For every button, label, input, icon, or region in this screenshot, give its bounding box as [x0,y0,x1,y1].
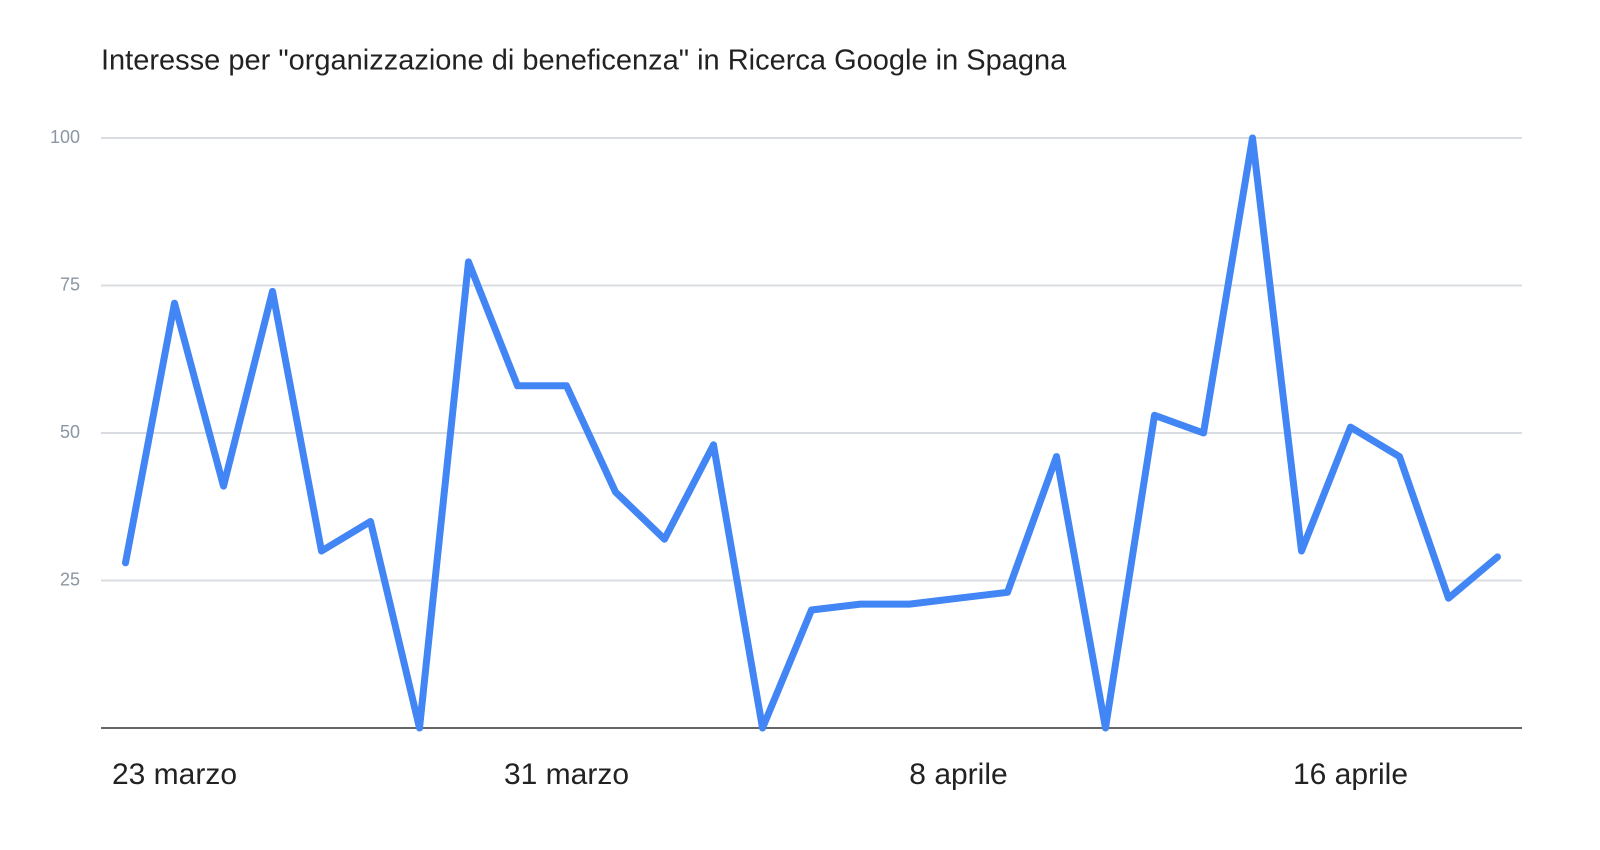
x-tick-label: 23 marzo [112,758,237,791]
y-tick-label: 25 [60,569,80,589]
x-tick-label: 16 aprile [1293,758,1408,791]
y-tick-label: 75 [60,274,80,294]
chart-title: Interesse per "organizzazione di benefic… [101,45,1067,77]
x-tick-label: 31 marzo [504,758,629,791]
y-tick-label: 100 [50,127,80,147]
y-tick-label: 50 [60,422,80,442]
x-tick-label: 8 aprile [909,758,1007,791]
data-line [122,134,1501,732]
